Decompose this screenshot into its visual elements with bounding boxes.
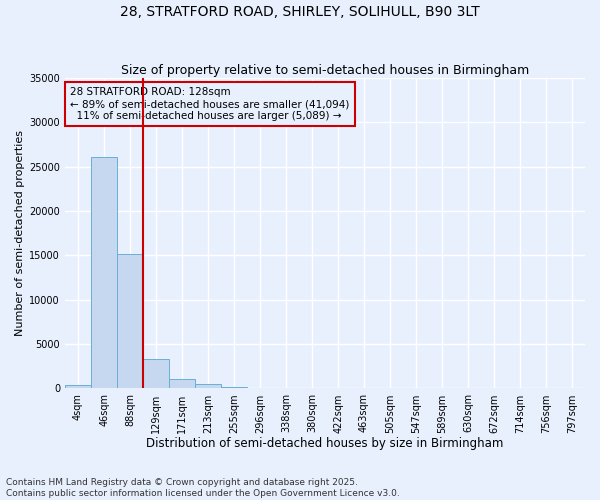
X-axis label: Distribution of semi-detached houses by size in Birmingham: Distribution of semi-detached houses by … bbox=[146, 437, 503, 450]
Text: 28 STRATFORD ROAD: 128sqm
← 89% of semi-detached houses are smaller (41,094)
  1: 28 STRATFORD ROAD: 128sqm ← 89% of semi-… bbox=[70, 88, 349, 120]
Text: 28, STRATFORD ROAD, SHIRLEY, SOLIHULL, B90 3LT: 28, STRATFORD ROAD, SHIRLEY, SOLIHULL, B… bbox=[120, 5, 480, 19]
Bar bbox=[169, 379, 195, 388]
Bar bbox=[65, 385, 91, 388]
Bar bbox=[195, 384, 221, 388]
Bar bbox=[117, 254, 143, 388]
Title: Size of property relative to semi-detached houses in Birmingham: Size of property relative to semi-detach… bbox=[121, 64, 529, 77]
Text: Contains HM Land Registry data © Crown copyright and database right 2025.
Contai: Contains HM Land Registry data © Crown c… bbox=[6, 478, 400, 498]
Bar bbox=[221, 387, 247, 388]
Bar bbox=[143, 359, 169, 388]
Bar bbox=[91, 157, 117, 388]
Y-axis label: Number of semi-detached properties: Number of semi-detached properties bbox=[15, 130, 25, 336]
